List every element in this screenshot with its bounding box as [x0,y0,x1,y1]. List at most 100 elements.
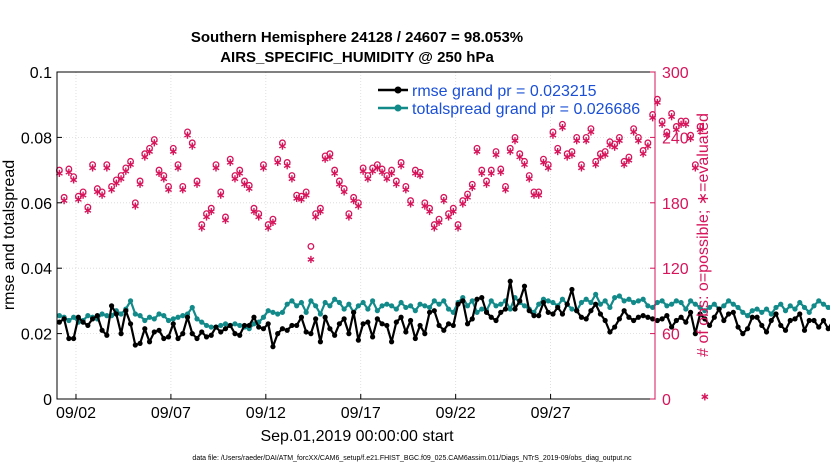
rmse-point [654,317,660,324]
spread-point [370,298,376,304]
spread-point [730,301,736,307]
rmse-point [792,316,798,322]
obs-evaluated-point [435,218,443,227]
obs-evaluated-point [340,188,348,196]
spread-point [820,301,827,307]
rmse-point [351,309,357,315]
obs-evaluated-point [345,213,353,221]
rmse-point [725,311,732,317]
rmse-point [763,329,770,335]
obs-evaluated-stroke [473,149,481,154]
spread-point [422,303,428,309]
obs-evaluated-stroke [369,168,377,174]
obs-evaluated-stroke [687,136,695,141]
y-tick-label-left: 0.08 [21,130,52,147]
rmse-point [370,334,376,340]
obs-evaluated-stroke [563,154,571,160]
rmse-point [545,309,551,315]
rmse-point [165,334,172,340]
spread-point [313,303,319,309]
obs-evaluated-stroke [269,220,277,225]
y-tick-label-left: 0.04 [21,261,52,278]
obs-evaluated-point [668,113,676,121]
obs-evaluated-stroke [672,127,680,133]
rmse-point [227,322,233,329]
obs-evaluated-point [525,175,533,183]
spread-point [175,314,181,320]
rmse-point [512,306,518,312]
obs-evaluated-point [696,126,704,134]
rmse-point [327,326,333,332]
rmse-point [332,332,338,338]
spread-point [189,304,195,311]
spread-point [180,313,186,319]
rmse-point [118,331,124,337]
obs-evaluated-point [701,393,709,401]
obs-evaluated-point [468,183,476,192]
obs-evaluated-point [535,191,543,199]
spread-point [474,309,480,315]
rmse-point [289,322,295,329]
spread-point [270,309,276,315]
obs-evaluated-point [615,137,623,145]
obs-evaluated-point [255,213,263,221]
spread-point [583,296,589,302]
obs-evaluated-stroke [478,170,486,176]
rmse-point [640,313,646,319]
obs-evaluated-stroke [250,209,258,214]
spread-point [697,304,703,311]
obs-evaluated-point [250,207,258,216]
spread-point [232,321,238,327]
obs-evaluated-stroke [663,132,671,138]
spread-point [759,309,765,315]
rmse-point [711,314,717,320]
spread-point [631,299,637,306]
obs-evaluated-stroke [521,162,528,168]
spread-point [744,313,751,319]
spread-point [294,303,300,309]
rmse-point [75,314,81,320]
obs-evaluated-point [625,156,633,164]
spread-point [797,299,803,306]
spread-point [417,301,423,307]
obs-evaluated-stroke [383,176,391,182]
y-tick-label-left: 0.02 [21,327,52,344]
obs-evaluated-stroke [577,165,585,171]
spread-point [374,308,380,314]
obs-evaluated-stroke [392,181,400,187]
obs-evaluated-point [558,123,566,132]
obs-evaluated-stroke [601,152,609,158]
obs-evaluated-point [373,164,381,172]
obs-evaluated-point [639,150,647,158]
obs-evaluated-stroke [117,176,125,182]
obs-evaluated-stroke [89,165,97,171]
obs-evaluated-stroke [378,169,386,175]
obs-evaluated-point [388,169,396,177]
rmse-point [730,309,736,315]
obs-evaluated-point [269,218,277,227]
obs-evaluated-point [573,137,581,145]
obs-evaluated-stroke [658,121,666,127]
obs-evaluated-stroke [535,192,543,198]
spread-point [464,303,471,309]
spread-point [142,317,148,324]
rmse-point [669,324,675,330]
obs-evaluated-point [592,161,600,169]
obs-evaluated-stroke [165,187,172,193]
obs-evaluated-point [407,200,415,208]
chart-title: Southern Hemisphere 24128 / 24607 = 98.0… [191,29,523,46]
rmse-point [265,321,271,327]
spread-point [706,304,713,311]
rmse-point [469,316,475,322]
rmse-point [66,335,72,342]
spread-point [806,309,812,315]
rmse-point [683,319,689,325]
obs-evaluated-point [312,213,320,221]
obs-evaluated-stroke [136,181,144,187]
obs-evaluated-point [630,128,638,136]
y-tick-label-left: 0 [43,392,52,409]
spread-point [654,299,660,306]
spread-point [498,301,504,307]
obs-evaluated-point [516,153,524,161]
